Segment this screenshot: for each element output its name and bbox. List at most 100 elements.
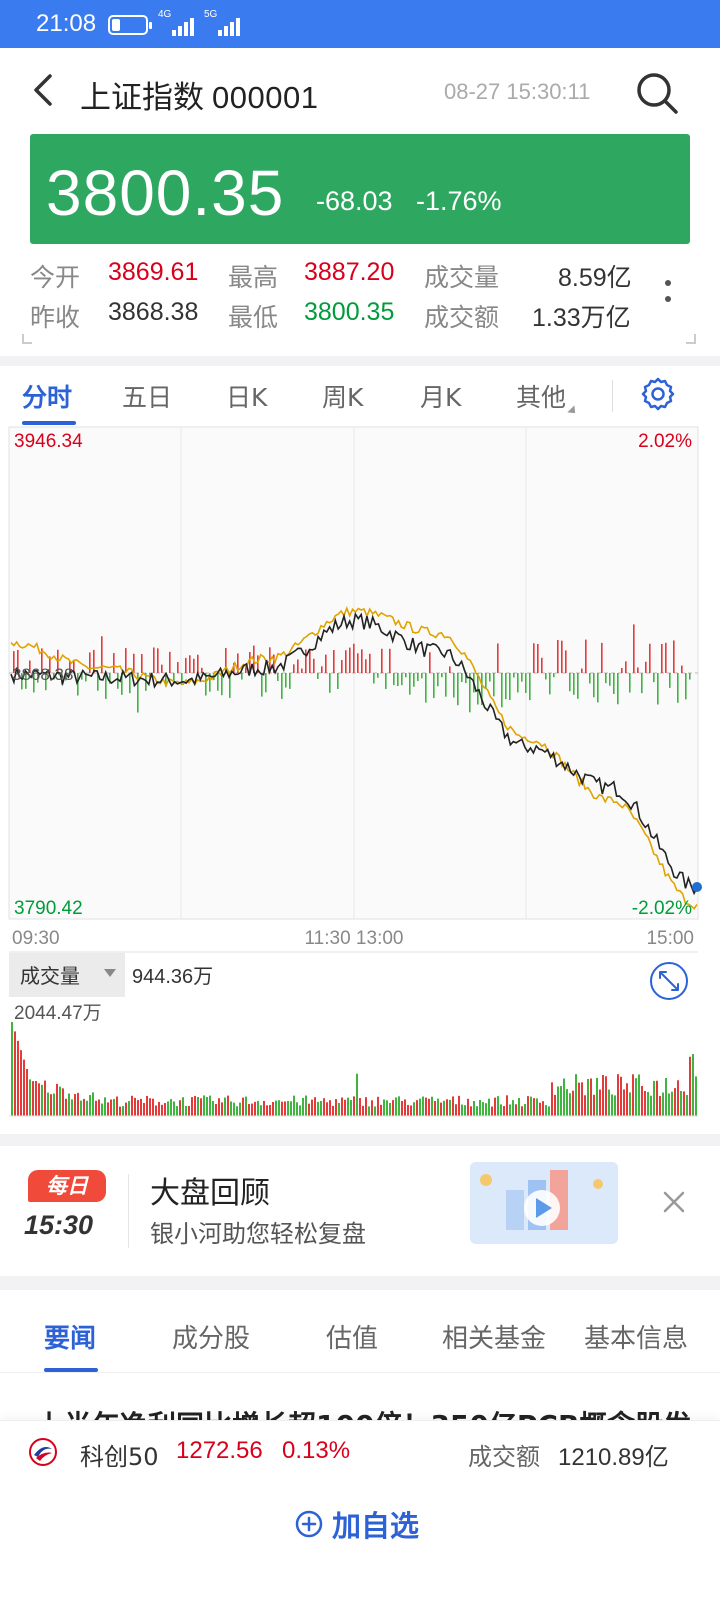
intraday-volume-bar — [625, 661, 627, 673]
intraday-volume-bar — [29, 660, 31, 673]
fullscreen-icon[interactable] — [650, 962, 688, 1000]
volume-bar — [203, 1095, 205, 1116]
intraday-volume-bar — [605, 673, 607, 684]
volume-bar — [377, 1096, 379, 1116]
battery-icon — [108, 15, 152, 35]
volume-bar — [107, 1102, 109, 1116]
volume-bar — [287, 1100, 289, 1116]
volume-bar — [308, 1103, 310, 1116]
volume-selector-label[interactable]: 成交量 — [20, 965, 80, 988]
intraday-volume-bar — [221, 673, 223, 696]
volume-bar — [587, 1078, 589, 1116]
volume-bar — [263, 1100, 265, 1116]
back-icon[interactable] — [26, 70, 66, 110]
volume-bar — [299, 1105, 301, 1116]
volume-bar — [323, 1098, 325, 1116]
volume-bar — [380, 1104, 382, 1116]
volume-bar — [395, 1097, 397, 1116]
volume-bar — [20, 1050, 22, 1116]
volume-bar — [41, 1084, 43, 1116]
news-tab-valuation[interactable]: 估值 — [326, 1324, 379, 1354]
volume-bar — [416, 1100, 418, 1116]
ticker-amount: 1210.89亿 — [558, 1444, 669, 1471]
high-label: 最高 — [228, 263, 279, 292]
settings-gear-icon[interactable] — [640, 376, 676, 412]
volume-bar — [500, 1104, 502, 1116]
intraday-volume-bar — [669, 673, 671, 688]
video-thumbnail[interactable] — [470, 1162, 618, 1244]
volume-bar — [494, 1097, 496, 1116]
volume-bar — [407, 1104, 409, 1116]
volume-bar — [470, 1106, 472, 1116]
volume-bar — [161, 1104, 163, 1116]
tab-monthly-k[interactable]: 月K — [420, 383, 462, 412]
volume-bar — [359, 1098, 361, 1116]
volume-bar — [383, 1099, 385, 1116]
open-label: 今开 — [30, 263, 81, 292]
tab-intraday[interactable]: 分时 — [22, 383, 73, 412]
volume-bar — [455, 1104, 457, 1116]
more-icon[interactable] — [660, 274, 676, 314]
add-watchlist-button[interactable]: 加自选 — [294, 1504, 419, 1544]
volume-bar — [329, 1100, 331, 1116]
intraday-volume-bar — [349, 647, 351, 673]
volume-bar — [356, 1073, 358, 1116]
volume-bar — [443, 1100, 445, 1116]
volume-bar — [251, 1103, 253, 1116]
tab-other[interactable]: 其他 — [516, 378, 579, 417]
tab-weekly-k[interactable]: 周K — [322, 383, 364, 412]
intraday-volume-bar — [417, 673, 419, 682]
volume-bar — [629, 1092, 631, 1116]
news-tab-info[interactable]: 基本信息 — [584, 1324, 689, 1354]
news-tab-headlines[interactable]: 要闻 — [44, 1324, 97, 1354]
intraday-volume-bar — [509, 673, 511, 701]
volume-bar — [611, 1094, 613, 1116]
intraday-volume-bar — [169, 651, 171, 673]
volume-bar — [140, 1098, 142, 1116]
volume-bar — [551, 1082, 553, 1116]
intraday-volume-bar — [529, 673, 531, 701]
news-tab-constituents[interactable]: 成分股 — [172, 1324, 251, 1354]
volume-bar — [296, 1102, 298, 1116]
intraday-volume-bar — [433, 673, 435, 699]
tab-five-day[interactable]: 五日 — [122, 383, 173, 412]
volume-bar — [566, 1089, 568, 1116]
intraday-volume-bar — [501, 673, 503, 708]
price-box: 3800.35 -68.03 -1.76% — [30, 134, 690, 244]
daily-review-banner[interactable]: 每日 15:30 大盘回顾 银小河助您轻松复盘 — [0, 1146, 720, 1276]
volume-bar — [647, 1091, 649, 1116]
index-ticker[interactable]: 科创50 1272.56 0.13% 成交额 1210.89亿 — [0, 1420, 720, 1482]
time-label-close: 15:00 — [646, 928, 694, 949]
volume-bar — [371, 1100, 373, 1116]
tab-daily-k[interactable]: 日K — [226, 383, 268, 412]
intraday-volume-bar — [225, 648, 227, 673]
page-title: 上证指数 000001 — [80, 72, 318, 117]
volume-bar — [545, 1105, 547, 1116]
volume-dropdown-icon[interactable] — [104, 969, 116, 977]
volume-bar — [62, 1088, 64, 1116]
volume-bar — [344, 1099, 346, 1116]
volume-bar — [29, 1079, 31, 1116]
intraday-volume-bars — [13, 624, 691, 713]
volume-bar — [554, 1094, 556, 1116]
intraday-chart[interactable]: 3946.34 2.02% 3790.42 -2.02% 3868.38 09:… — [0, 426, 720, 1134]
volume-bar — [686, 1095, 688, 1116]
volume-bar — [560, 1086, 562, 1116]
volume-bar — [35, 1081, 37, 1116]
intraday-volume-bar — [197, 654, 199, 673]
intraday-volume-bar — [633, 624, 635, 673]
intraday-volume-bar — [125, 648, 127, 673]
intraday-volume-bar — [449, 666, 451, 673]
volume-bar — [137, 1099, 139, 1116]
volume-bar — [593, 1094, 595, 1116]
search-icon[interactable] — [634, 70, 680, 116]
volume-bar — [236, 1106, 238, 1116]
volume-bar — [449, 1099, 451, 1116]
news-tab-funds[interactable]: 相关基金 — [442, 1324, 547, 1354]
intraday-volume-bar — [465, 673, 467, 684]
intraday-volume-bar — [549, 673, 551, 695]
volume-bar — [461, 1104, 463, 1116]
intraday-volume-bar — [661, 643, 663, 673]
intraday-volume-bar — [129, 673, 131, 694]
close-icon[interactable] — [660, 1188, 688, 1216]
